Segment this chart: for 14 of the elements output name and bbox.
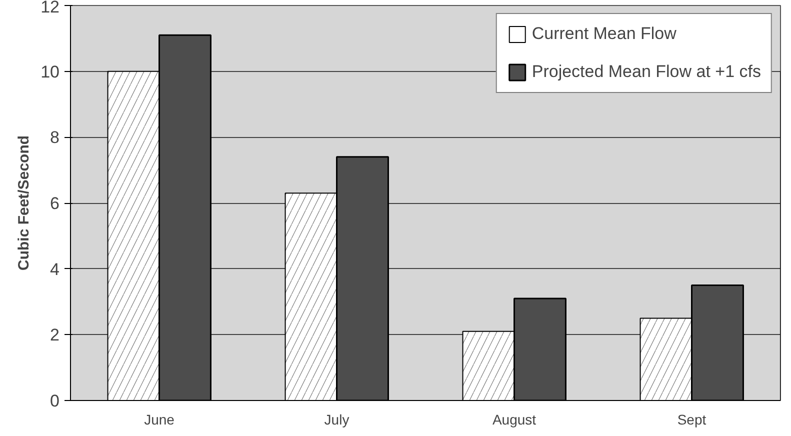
- y-axis-title: Cubic Feet/Second: [16, 135, 33, 271]
- x-tick-label: August: [492, 412, 536, 428]
- y-tick-label: 12: [40, 0, 60, 16]
- y-tick-label: 10: [40, 62, 60, 82]
- legend-label: Current Mean Flow: [532, 24, 676, 44]
- x-tick-label: July: [324, 412, 350, 428]
- y-tick-label: 6: [50, 194, 60, 213]
- y-tick-label: 0: [50, 392, 60, 410]
- legend-label: Projected Mean Flow at +1 cfs: [532, 62, 761, 82]
- y-tick-label: 8: [50, 128, 60, 148]
- x-tick-label: June: [144, 412, 175, 428]
- y-tick-label: 4: [50, 260, 60, 279]
- y-tick-label: 2: [50, 326, 60, 345]
- x-tick-label: Sept: [677, 412, 706, 428]
